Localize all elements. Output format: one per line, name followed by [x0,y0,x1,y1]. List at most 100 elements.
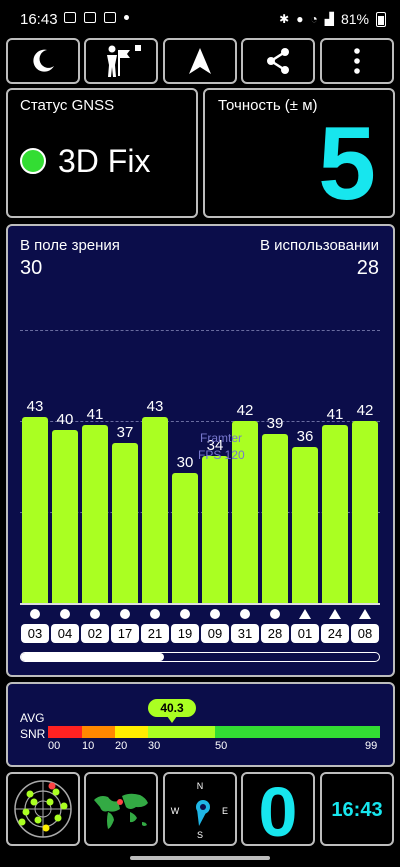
circle-icon [270,609,280,619]
snr-scale-segment [215,726,380,738]
satellite-id[interactable]: 31 [231,624,259,643]
satellites-count-value: 0 [258,773,298,851]
snr-bar-label: 30 [176,454,194,472]
snr-bar [52,429,78,603]
location-icon: ● [296,12,304,26]
snr-bar [322,425,348,603]
circle-icon [180,609,190,619]
battery-icon [376,11,386,27]
bluetooth-icon: ✱ [279,12,290,26]
compass-north: N [197,781,204,791]
avg-snr-panel [6,682,395,767]
snr-tick: 50 [215,740,228,752]
scrollbar-thumb[interactable] [21,653,165,661]
moon-icon [33,49,54,72]
snr-bar [82,425,108,603]
snr-tick: 20 [115,740,128,752]
snr-scale-segment [48,726,82,738]
snr-tick: 30 [148,740,161,752]
gridline [20,330,380,331]
snr-bar-label: 42 [356,402,374,420]
snr-bar [262,434,288,603]
snr-bar-label: 34 [206,436,224,454]
watermark-line1: Framter [200,431,242,445]
snr-bar-label: 41 [86,406,104,424]
snr-scale-segment [115,726,148,738]
accuracy-card[interactable] [203,88,395,218]
snr-label: SNR [20,727,46,741]
avg-label: AVG [20,711,45,725]
snr-bar-label: 40 [56,410,74,428]
circle-icon [90,609,100,619]
home-indicator[interactable] [130,856,270,860]
gridline [20,512,380,513]
avg-snr-pointer [167,716,177,723]
circle-icon [30,609,40,619]
share-button[interactable] [241,38,315,84]
snr-scale-segment [148,726,215,738]
status-time: 16:43 [20,11,58,28]
avg-snr-value: 40.3 [148,699,196,717]
in-use-label: В использовании [260,237,379,254]
snr-bar-label: 42 [236,402,254,420]
satellite-id[interactable]: 09 [201,624,229,643]
snr-bar [352,421,378,603]
snr-bar [292,447,318,603]
signal-icon: ▟ [324,12,334,26]
snr-bar-label: 39 [266,415,284,433]
menu-button[interactable] [320,38,394,84]
satellite-id[interactable]: 21 [141,624,169,643]
snr-bar [232,421,258,603]
gnss-status-label: Статус GNSS [20,97,115,114]
satellite-id[interactable]: 03 [21,624,49,643]
circle-icon [210,609,220,619]
bars-baseline [20,603,380,605]
battery-percent: 81% [340,11,369,27]
night-mode-button[interactable] [6,38,80,84]
satellite-id[interactable]: 24 [321,624,349,643]
snr-bar [22,416,48,603]
satellite-id[interactable]: 17 [111,624,139,643]
satellite-id[interactable]: 04 [51,624,79,643]
snr-bar-label: 43 [146,397,164,415]
person-flag-icon [107,45,141,77]
satellite-id[interactable]: 01 [291,624,319,643]
compass-button[interactable]: N S W E [163,772,237,846]
accuracy-value: 5 [318,106,376,222]
satellite-id[interactable]: 28 [261,624,289,643]
radar-icon [14,780,72,838]
snr-bar [202,455,228,603]
in-view-label: В поле зрения [20,237,120,254]
more-vert-icon [354,48,360,74]
snr-bar-label: 37 [116,423,134,441]
circle-icon [150,609,160,619]
navigation-button[interactable] [163,38,237,84]
satellite-id[interactable]: 02 [81,624,109,643]
satellites-count-button[interactable]: 0 [241,772,315,851]
triangle-icon [299,609,311,619]
snr-bar-label: 36 [296,428,314,446]
satellite-id[interactable]: 19 [171,624,199,643]
landmark-button[interactable] [84,38,158,84]
radar-button[interactable] [6,772,80,846]
screenshot-icon [84,12,96,23]
snr-bar-label: 43 [26,397,44,415]
world-map-icon [94,793,148,829]
status-bar: 16:43 ✱ ● ◔ ▟ 81% [0,0,400,36]
snr-tick: 10 [82,740,95,752]
dot-icon [124,15,129,20]
accuracy-label: Точность (± м) [218,97,318,114]
triangle-icon [329,609,341,619]
snr-tick: 00 [48,740,61,752]
arrow-up-icon [189,48,211,74]
world-map-button[interactable] [84,772,158,846]
clock-button[interactable]: 16:43 [320,772,394,846]
satellite-scrollbar[interactable] [20,652,380,662]
snr-scale-segment [82,726,115,738]
watermark-line2: FPS 120 [198,448,245,462]
compass-icon: N S W E [171,781,228,840]
gnss-status-value: 3D Fix [58,143,151,179]
circle-icon [240,609,250,619]
gridline [20,421,380,422]
satellite-id[interactable]: 08 [351,624,379,643]
